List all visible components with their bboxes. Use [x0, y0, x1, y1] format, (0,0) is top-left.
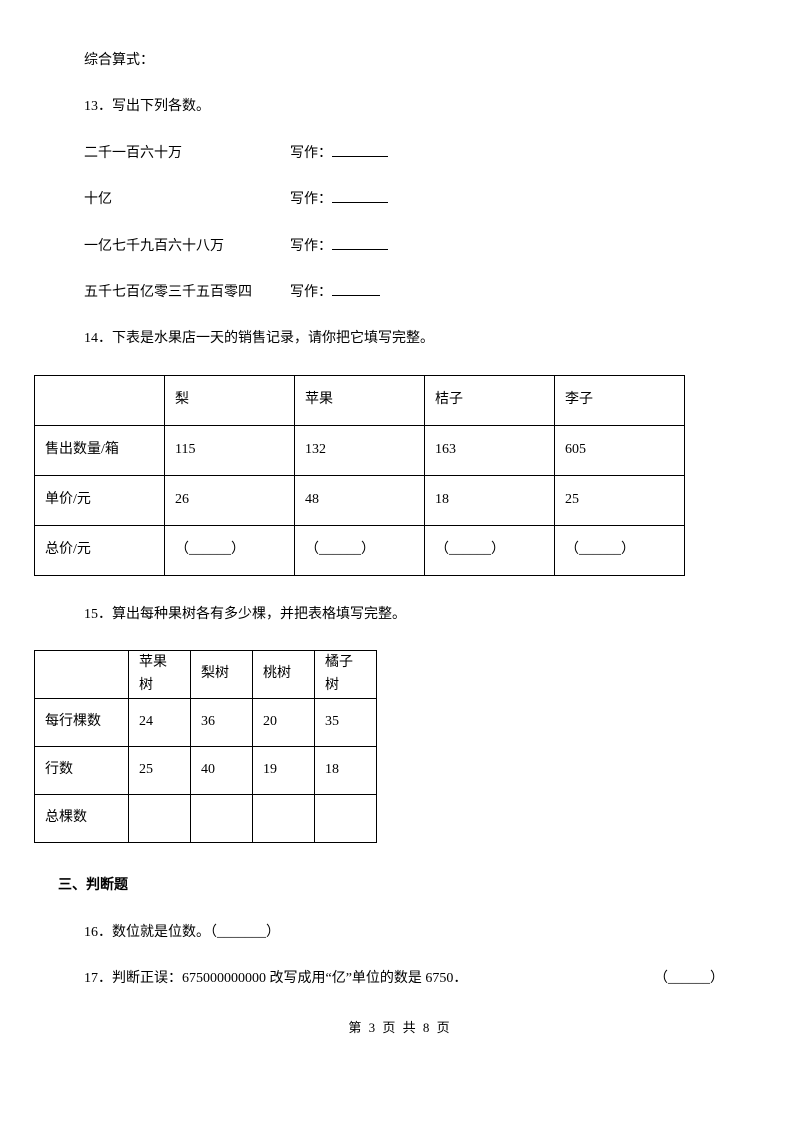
- q13-row-2-label: 一亿七千九百六十八万: [84, 236, 290, 258]
- table-row: 总价/元 （______） （______） （______） （______）: [35, 525, 685, 575]
- q15-table: 苹果树 梨树 桃树 橘子树 每行棵数 24 36 20 35 行数 25 40 …: [34, 650, 377, 843]
- q14-h1: 梨: [165, 375, 295, 425]
- q15-h3: 桃树: [253, 651, 315, 699]
- q14-r0-h: 售出数量/箱: [35, 425, 165, 475]
- q14-r1-3: 25: [555, 475, 685, 525]
- q15-r2-h: 总棵数: [35, 795, 129, 843]
- q15-h0: [35, 651, 129, 699]
- q14-r1-h: 单价/元: [35, 475, 165, 525]
- q13-row-3-prefix: 写作：: [290, 282, 332, 304]
- q15-h2: 梨树: [191, 651, 253, 699]
- q14-r2-1[interactable]: （______）: [295, 525, 425, 575]
- q13-row-1-blank[interactable]: [332, 189, 388, 203]
- q13-row-1-prefix: 写作：: [290, 189, 332, 211]
- q14-r2-2[interactable]: （______）: [425, 525, 555, 575]
- q15-h4: 橘子树: [315, 651, 377, 699]
- q13-row-0-prefix: 写作：: [290, 143, 332, 165]
- q13-row-0-blank[interactable]: [332, 143, 388, 157]
- q17-left: 17．判断正误：675000000000 改写成用“亿”单位的数是 6750．: [84, 968, 467, 990]
- q14-r1-2: 18: [425, 475, 555, 525]
- q15-r2-3[interactable]: [315, 795, 377, 843]
- table-row: 售出数量/箱 115 132 163 605: [35, 425, 685, 475]
- table-row: 每行棵数 24 36 20 35: [35, 699, 377, 747]
- q13-stem: 13．写出下列各数。: [84, 96, 766, 118]
- q14-h2: 苹果: [295, 375, 425, 425]
- q14-r0-3: 605: [555, 425, 685, 475]
- q14-r2-0[interactable]: （______）: [165, 525, 295, 575]
- q13-row-2-prefix: 写作：: [290, 236, 332, 258]
- q15-r0-2: 20: [253, 699, 315, 747]
- q13-row-2: 一亿七千九百六十八万 写作：: [84, 236, 766, 258]
- q13-row-0-label: 二千一百六十万: [84, 143, 290, 165]
- table-row: 梨 苹果 桔子 李子: [35, 375, 685, 425]
- q14-stem: 14．下表是水果店一天的销售记录，请你把它填写完整。: [84, 328, 766, 350]
- q15-r0-1: 36: [191, 699, 253, 747]
- q15-r2-1[interactable]: [191, 795, 253, 843]
- q14-r2-h: 总价/元: [35, 525, 165, 575]
- q15-r1-0: 25: [129, 747, 191, 795]
- q14-h4: 李子: [555, 375, 685, 425]
- q14-r0-0: 115: [165, 425, 295, 475]
- q17-row: 17．判断正误：675000000000 改写成用“亿”单位的数是 6750． …: [84, 968, 724, 990]
- q14-r2-3[interactable]: （______）: [555, 525, 685, 575]
- page-footer: 第 3 页 共 8 页: [34, 1018, 766, 1039]
- q14-h3: 桔子: [425, 375, 555, 425]
- q15-r0-3: 35: [315, 699, 377, 747]
- q14-h0: [35, 375, 165, 425]
- q15-r2-2[interactable]: [253, 795, 315, 843]
- q15-h1: 苹果树: [129, 651, 191, 699]
- q15-r1-2: 19: [253, 747, 315, 795]
- q14-r1-1: 48: [295, 475, 425, 525]
- q13-row-0: 二千一百六十万 写作：: [84, 143, 766, 165]
- q15-r1-3: 18: [315, 747, 377, 795]
- q14-r1-0: 26: [165, 475, 295, 525]
- table-row: 苹果树 梨树 桃树 橘子树: [35, 651, 377, 699]
- q13-row-3-blank[interactable]: [332, 282, 380, 296]
- q13-row-1-label: 十亿: [84, 189, 290, 211]
- q14-r0-1: 132: [295, 425, 425, 475]
- q15-r2-0[interactable]: [129, 795, 191, 843]
- q14-table: 梨 苹果 桔子 李子 售出数量/箱 115 132 163 605 单价/元 2…: [34, 375, 685, 576]
- q12-combined-label: 综合算式：: [84, 50, 766, 72]
- table-row: 总棵数: [35, 795, 377, 843]
- table-row: 单价/元 26 48 18 25: [35, 475, 685, 525]
- q17-right[interactable]: （______）: [654, 968, 724, 990]
- section-3-heading: 三、判断题: [58, 875, 766, 897]
- q15-stem: 15．算出每种果树各有多少棵，并把表格填写完整。: [84, 604, 766, 626]
- q14-r0-2: 163: [425, 425, 555, 475]
- q15-r0-0: 24: [129, 699, 191, 747]
- table-row: 行数 25 40 19 18: [35, 747, 377, 795]
- q15-r0-h: 每行棵数: [35, 699, 129, 747]
- q15-r1-1: 40: [191, 747, 253, 795]
- q13-row-3: 五千七百亿零三千五百零四 写作：: [84, 282, 766, 304]
- q13-row-2-blank[interactable]: [332, 236, 388, 250]
- q16-text: 16．数位就是位数。（_______）: [84, 922, 766, 944]
- q13-row-3-label: 五千七百亿零三千五百零四: [84, 282, 290, 304]
- q15-r1-h: 行数: [35, 747, 129, 795]
- q13-row-1: 十亿 写作：: [84, 189, 766, 211]
